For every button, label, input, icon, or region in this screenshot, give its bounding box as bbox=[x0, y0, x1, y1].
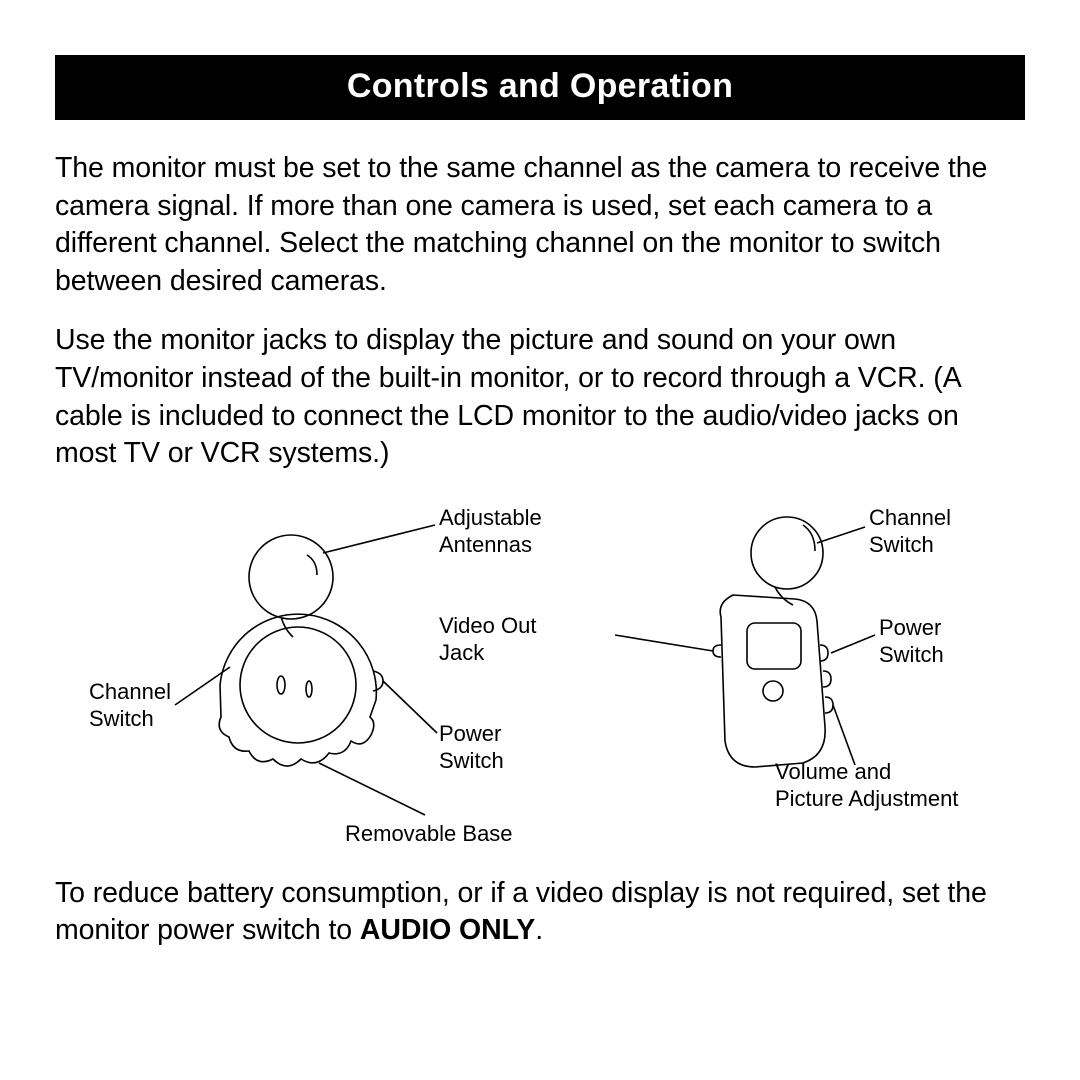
paragraph-1: The monitor must be set to the same chan… bbox=[55, 150, 1025, 300]
label-video-out-jack: Video Out Jack bbox=[439, 613, 536, 667]
label-power-switch-left: Power Switch bbox=[439, 721, 504, 775]
section-header: Controls and Operation bbox=[55, 55, 1025, 120]
label-adjustable-antennas: Adjustable Antennas bbox=[439, 505, 542, 559]
paragraph-3: To reduce battery consumption, or if a v… bbox=[55, 875, 1025, 950]
label-channel-switch-right: Channel Switch bbox=[869, 505, 951, 559]
audio-only-bold: AUDIO ONLY bbox=[360, 914, 535, 946]
paragraph-2: Use the monitor jacks to display the pic… bbox=[55, 322, 1025, 472]
label-power-switch-right: Power Switch bbox=[879, 615, 944, 669]
label-volume-picture: Volume and Picture Adjustment bbox=[775, 759, 958, 813]
label-channel-switch-left: Channel Switch bbox=[89, 679, 171, 733]
label-removable-base: Removable Base bbox=[345, 821, 513, 848]
paragraph-3-trailing: . bbox=[535, 914, 543, 946]
device-diagram: Adjustable Antennas Video Out Jack Chann… bbox=[55, 495, 1025, 865]
